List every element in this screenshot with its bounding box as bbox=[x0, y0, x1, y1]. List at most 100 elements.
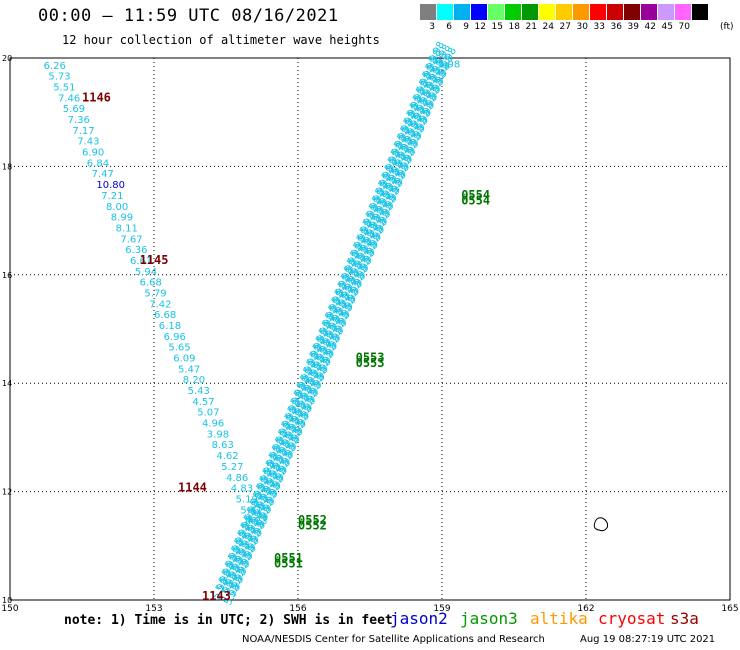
swh-value-label: 7.67 bbox=[120, 234, 142, 245]
colorbar-legend bbox=[420, 4, 709, 20]
x-tick-label: 165 bbox=[721, 604, 738, 614]
colorbar-label: 18 bbox=[508, 22, 520, 32]
swh-value-label: 8.20 bbox=[183, 375, 205, 386]
y-tick-label: 10 bbox=[2, 596, 12, 605]
swh-value-label: 6.09 bbox=[173, 354, 195, 365]
colorbar-cell bbox=[522, 4, 539, 20]
footer-note: note: 1) Time is in UTC; 2) SWH is in fe… bbox=[64, 613, 393, 628]
colorbar-cell bbox=[556, 4, 573, 20]
swh-value-label: 7.46 bbox=[58, 93, 80, 104]
swh-value-label: 6.61 bbox=[130, 256, 152, 267]
swh-value-label: 8.99 bbox=[111, 213, 133, 224]
swh-value-label: 5.98 bbox=[438, 59, 460, 70]
colorbar-label: 12 bbox=[474, 22, 486, 32]
colorbar-cell bbox=[573, 4, 590, 20]
colorbar-label: 15 bbox=[491, 22, 503, 32]
swh-value-label: 6.68 bbox=[140, 278, 162, 289]
x-tick-label: 156 bbox=[289, 604, 306, 614]
swh-value-label: 5.79 bbox=[144, 288, 166, 299]
colorbar-label: 3 bbox=[429, 22, 435, 32]
colorbar-cell bbox=[471, 4, 488, 20]
swh-value-label: 5.07 bbox=[197, 408, 219, 419]
pass-time-label: 0551 bbox=[274, 551, 303, 565]
colorbar-label: 45 bbox=[661, 22, 673, 32]
swh-value-label: 5.41 bbox=[240, 505, 262, 516]
y-tick-label: 20 bbox=[2, 54, 12, 63]
pass-time-label: 1144 bbox=[178, 481, 207, 495]
swh-value-label: 7.43 bbox=[77, 137, 99, 148]
legend-entry-jason3: jason3 bbox=[460, 609, 518, 628]
swh-value-label: 5.65 bbox=[168, 343, 190, 354]
pass-time-label: 1143 bbox=[202, 589, 231, 603]
swh-value-label: 7.42 bbox=[149, 299, 171, 310]
swh-value-label: 6.84 bbox=[87, 158, 109, 169]
swh-value-label: 6.96 bbox=[164, 332, 186, 343]
colorbar-cell bbox=[454, 4, 471, 20]
swh-value-label: 6.18 bbox=[159, 321, 181, 332]
colorbar-label: 39 bbox=[627, 22, 639, 32]
colorbar-cell bbox=[675, 4, 692, 20]
y-tick-label: 16 bbox=[2, 271, 12, 280]
swh-value-label: 5.94 bbox=[135, 267, 157, 278]
colorbar-cell bbox=[539, 4, 556, 20]
pass-time-label: 0553 bbox=[356, 351, 385, 365]
swh-value-label: 7.47 bbox=[92, 169, 114, 180]
credit-date: Aug 19 08:27:19 UTC 2021 bbox=[580, 634, 716, 645]
swh-value-label: 4.96 bbox=[202, 419, 224, 430]
pass-time-label: 0552 bbox=[298, 519, 327, 533]
y-tick-label: 12 bbox=[2, 488, 12, 497]
legend-entry-altika: altika bbox=[530, 609, 588, 628]
legend-entry-s3a: s3a bbox=[670, 609, 699, 628]
colorbar-cell bbox=[590, 4, 607, 20]
swh-value-label: 7.36 bbox=[68, 115, 90, 126]
colorbar-labels: 3 6 9 12 15 18 21 24 27 30 33 36 39 42 45 70 bbox=[420, 22, 709, 32]
x-tick-label: 162 bbox=[577, 604, 594, 614]
swh-value-label: 5.69 bbox=[63, 104, 85, 115]
swh-value-label: 6.90 bbox=[82, 148, 104, 159]
colorbar-cell bbox=[420, 4, 437, 20]
swh-value-label: 4.23 bbox=[245, 516, 267, 527]
swh-value-label: 6.68 bbox=[154, 310, 176, 321]
swh-value-label: 4.57 bbox=[192, 397, 214, 408]
page-title: 00:00 – 11:59 UTC 08/16/2021 bbox=[38, 6, 339, 26]
colorbar-unit: (ft) bbox=[720, 22, 734, 32]
colorbar-label: 27 bbox=[559, 22, 571, 32]
pass-time-label: 0554 bbox=[461, 188, 490, 202]
swh-value-label: 6.36 bbox=[125, 245, 147, 256]
legend-entry-cryosat: cryosat bbox=[598, 609, 666, 628]
colorbar-cell bbox=[658, 4, 675, 20]
swh-value-label: 5.43 bbox=[188, 386, 210, 397]
pass-time-label: 1145 bbox=[140, 253, 169, 267]
swh-value-label: 4.62 bbox=[216, 451, 238, 462]
island-outline bbox=[593, 517, 609, 532]
swh-value-label: 7.21 bbox=[101, 191, 123, 202]
y-tick-label: 18 bbox=[2, 162, 12, 171]
swh-value-label: 8.11 bbox=[116, 223, 138, 234]
pass-time-label: 0553 bbox=[356, 356, 385, 370]
colorbar-cell bbox=[488, 4, 505, 20]
swh-value-label: 7.17 bbox=[72, 126, 94, 137]
swh-value-label: 5.47 bbox=[178, 364, 200, 375]
colorbar-cell bbox=[692, 4, 709, 20]
plot-frame bbox=[9, 57, 731, 601]
colorbar-cell bbox=[437, 4, 454, 20]
pass-time-label: 0552 bbox=[298, 513, 327, 527]
swh-value-label: 5.19 bbox=[236, 494, 258, 505]
x-tick-label: 150 bbox=[1, 604, 18, 614]
swh-value-label: 4.83 bbox=[231, 484, 253, 495]
swh-value-label: 5.73 bbox=[48, 72, 70, 83]
credit-text: NOAA/NESDIS Center for Satellite Applica… bbox=[242, 634, 545, 645]
x-tick-label: 153 bbox=[145, 604, 162, 614]
colorbar-label: 9 bbox=[463, 22, 469, 32]
swh-value-label: 5.27 bbox=[221, 462, 243, 473]
pass-time-label: 1146 bbox=[82, 90, 111, 104]
colorbar-cell bbox=[505, 4, 522, 20]
swh-value-label: 3.98 bbox=[207, 429, 229, 440]
colorbar-label: 42 bbox=[644, 22, 656, 32]
colorbar-cell bbox=[607, 4, 624, 20]
colorbar-label: 21 bbox=[525, 22, 537, 32]
colorbar-label: 70 bbox=[678, 22, 690, 32]
pass-time-label: 0551 bbox=[274, 556, 303, 570]
swh-value-label: 8.63 bbox=[212, 440, 234, 451]
pass-time-label: 0554 bbox=[461, 193, 490, 207]
